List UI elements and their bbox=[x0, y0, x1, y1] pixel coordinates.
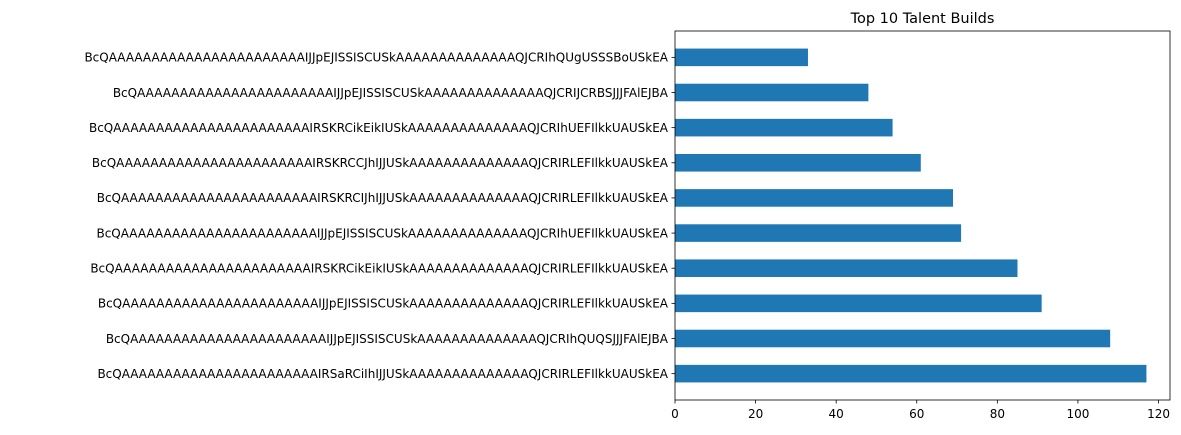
y-tick-label: BcQAAAAAAAAAAAAAAAAAAAAAAAIRSKRCIJhIJJUS… bbox=[97, 191, 669, 205]
x-tick-label: 80 bbox=[990, 407, 1005, 421]
chart-title: Top 10 Talent Builds bbox=[850, 11, 995, 27]
bar bbox=[675, 259, 1018, 277]
y-tick-label: BcQAAAAAAAAAAAAAAAAAAAAAAAIRSKRCCJhIJJUS… bbox=[92, 156, 669, 170]
bar bbox=[675, 48, 808, 67]
bar bbox=[675, 294, 1042, 313]
y-tick-label: BcQAAAAAAAAAAAAAAAAAAAAAAAIJJpEJISSISCUS… bbox=[106, 332, 669, 346]
bar bbox=[675, 189, 954, 207]
plot-frame bbox=[674, 30, 1171, 401]
y-tick-label: BcQAAAAAAAAAAAAAAAAAAAAAAAIRSKRCikEikIUS… bbox=[90, 262, 668, 276]
bar bbox=[675, 364, 1147, 383]
y-tick-label: BcQAAAAAAAAAAAAAAAAAAAAAAAIRSaRCiIhIJJUS… bbox=[97, 367, 668, 381]
y-tick-label: BcQAAAAAAAAAAAAAAAAAAAAAAAIRSKRCikEikIUS… bbox=[89, 121, 669, 135]
bar bbox=[675, 224, 962, 242]
y-tick-label: BcQAAAAAAAAAAAAAAAAAAAAAAAIJJpEJISSISCUS… bbox=[96, 226, 668, 240]
x-axis-ticks: 0 20 40 60 80 100 120 bbox=[671, 400, 1170, 421]
bar bbox=[675, 329, 1111, 348]
y-tick-label: BcQAAAAAAAAAAAAAAAAAAAAAAAIJJpEJISSISCUS… bbox=[84, 51, 668, 65]
y-tick-label: BcQAAAAAAAAAAAAAAAAAAAAAAAIJJpEJISSISCUS… bbox=[113, 86, 669, 100]
y-tick-label: BcQAAAAAAAAAAAAAAAAAAAAAAAIJJpEJISSISCUS… bbox=[98, 297, 669, 311]
x-tick-label: 60 bbox=[909, 407, 924, 421]
x-tick-label: 120 bbox=[1147, 407, 1170, 421]
x-tick-label: 20 bbox=[748, 407, 763, 421]
bar bbox=[675, 83, 869, 102]
x-tick-label: 100 bbox=[1066, 407, 1089, 421]
axes-spines bbox=[674, 30, 1171, 401]
x-tick-label: 0 bbox=[671, 407, 679, 421]
bar bbox=[675, 154, 921, 172]
y-axis-ticks: BcQAAAAAAAAAAAAAAAAAAAAAAAIRSaRCiIhIJJUS… bbox=[84, 51, 675, 381]
x-tick-label: 40 bbox=[829, 407, 844, 421]
bar bbox=[675, 118, 893, 137]
bars-group bbox=[675, 48, 1147, 383]
